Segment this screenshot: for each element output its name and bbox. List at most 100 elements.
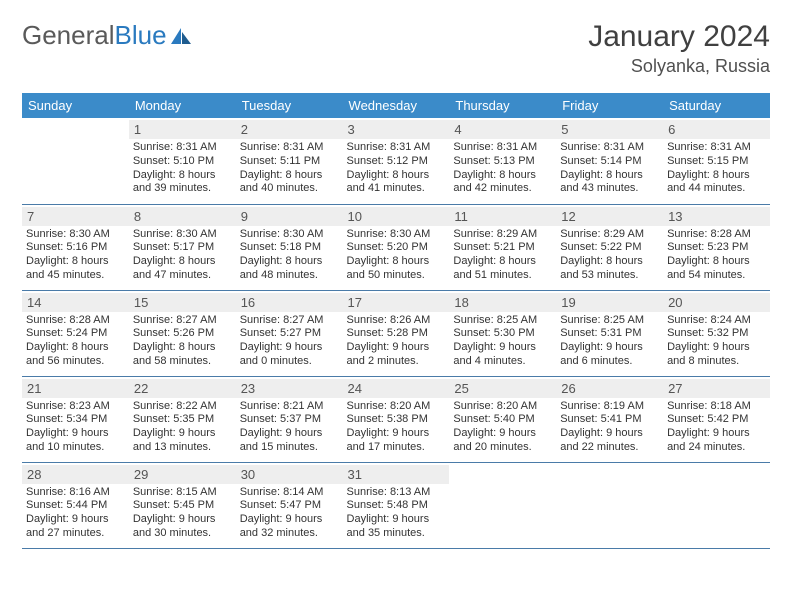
day-number: 17	[343, 293, 450, 312]
day-info: Sunrise: 8:30 AMSunset: 5:17 PMDaylight:…	[133, 228, 232, 283]
daylight-text: Daylight: 8 hours and 41 minutes.	[347, 169, 446, 197]
weekday-header: Sunday	[22, 93, 129, 118]
day-number: 26	[556, 379, 663, 398]
day-info: Sunrise: 8:15 AMSunset: 5:45 PMDaylight:…	[133, 486, 232, 541]
sunset-text: Sunset: 5:18 PM	[240, 241, 339, 255]
calendar-cell: 3Sunrise: 8:31 AMSunset: 5:12 PMDaylight…	[343, 118, 450, 204]
day-info: Sunrise: 8:27 AMSunset: 5:27 PMDaylight:…	[240, 314, 339, 369]
calendar-table: Sunday Monday Tuesday Wednesday Thursday…	[22, 93, 770, 549]
sunrise-text: Sunrise: 8:28 AM	[26, 314, 125, 328]
sunset-text: Sunset: 5:31 PM	[560, 327, 659, 341]
daylight-text: Daylight: 8 hours and 39 minutes.	[133, 169, 232, 197]
daylight-text: Daylight: 9 hours and 0 minutes.	[240, 341, 339, 369]
daylight-text: Daylight: 9 hours and 22 minutes.	[560, 427, 659, 455]
day-number: 24	[343, 379, 450, 398]
sunset-text: Sunset: 5:17 PM	[133, 241, 232, 255]
sunrise-text: Sunrise: 8:13 AM	[347, 486, 446, 500]
calendar-cell	[22, 118, 129, 204]
sunrise-text: Sunrise: 8:20 AM	[347, 400, 446, 414]
daylight-text: Daylight: 9 hours and 10 minutes.	[26, 427, 125, 455]
sunrise-text: Sunrise: 8:31 AM	[453, 141, 552, 155]
sunset-text: Sunset: 5:28 PM	[347, 327, 446, 341]
calendar-cell: 4Sunrise: 8:31 AMSunset: 5:13 PMDaylight…	[449, 118, 556, 204]
day-number: 30	[236, 465, 343, 484]
calendar-cell: 27Sunrise: 8:18 AMSunset: 5:42 PMDayligh…	[663, 376, 770, 462]
weekday-header-row: Sunday Monday Tuesday Wednesday Thursday…	[22, 93, 770, 118]
day-number: 28	[22, 465, 129, 484]
calendar-cell: 29 Sunrise: 8:15 AMSunset: 5:45 PMDayligh…	[129, 462, 236, 548]
day-info: Sunrise: 8:19 AMSunset: 5:41 PMDaylight:…	[560, 400, 659, 455]
day-number: 29	[129, 465, 236, 484]
day-number: 18	[449, 293, 556, 312]
sunset-text: Sunset: 5:30 PM	[453, 327, 552, 341]
sunrise-text: Sunrise: 8:31 AM	[240, 141, 339, 155]
calendar-cell: 14Sunrise: 8:28 AMSunset: 5:24 PMDayligh…	[22, 290, 129, 376]
day-info: Sunrise: 8:14 AMSunset: 5:47 PMDaylight:…	[240, 486, 339, 541]
daylight-text: Daylight: 8 hours and 42 minutes.	[453, 169, 552, 197]
daylight-text: Daylight: 8 hours and 45 minutes.	[26, 255, 125, 283]
day-info: Sunrise: 8:31 AMSunset: 5:15 PMDaylight:…	[667, 141, 766, 196]
sunrise-text: Sunrise: 8:18 AM	[667, 400, 766, 414]
calendar-cell: 25Sunrise: 8:20 AMSunset: 5:40 PMDayligh…	[449, 376, 556, 462]
logo-text-blue: Blue	[115, 20, 167, 51]
day-info: Sunrise: 8:25 AMSunset: 5:31 PMDaylight:…	[560, 314, 659, 369]
daylight-text: Daylight: 9 hours and 27 minutes.	[26, 513, 125, 541]
sunset-text: Sunset: 5:20 PM	[347, 241, 446, 255]
day-info: Sunrise: 8:26 AMSunset: 5:28 PMDaylight:…	[347, 314, 446, 369]
sunset-text: Sunset: 5:14 PM	[560, 155, 659, 169]
weekday-header: Wednesday	[343, 93, 450, 118]
calendar-cell: 30 Sunrise: 8:14 AMSunset: 5:47 PMDayligh…	[236, 462, 343, 548]
sunrise-text: Sunrise: 8:26 AM	[347, 314, 446, 328]
day-number: 4	[449, 120, 556, 139]
sunset-text: Sunset: 5:15 PM	[667, 155, 766, 169]
day-info: Sunrise: 8:13 AMSunset: 5:48 PMDaylight:…	[347, 486, 446, 541]
sunrise-text: Sunrise: 8:30 AM	[347, 228, 446, 242]
daylight-text: Daylight: 8 hours and 40 minutes.	[240, 169, 339, 197]
day-number: 15	[129, 293, 236, 312]
daylight-text: Daylight: 8 hours and 53 minutes.	[560, 255, 659, 283]
calendar-cell: 19Sunrise: 8:25 AMSunset: 5:31 PMDayligh…	[556, 290, 663, 376]
day-number: 23	[236, 379, 343, 398]
calendar-cell: 8 Sunrise: 8:30 AMSunset: 5:17 PMDaylight…	[129, 204, 236, 290]
sunrise-text: Sunrise: 8:29 AM	[453, 228, 552, 242]
calendar-cell: 1Sunrise: 8:31 AMSunset: 5:10 PMDaylight…	[129, 118, 236, 204]
day-number: 12	[556, 207, 663, 226]
day-info: Sunrise: 8:31 AMSunset: 5:14 PMDaylight:…	[560, 141, 659, 196]
sunrise-text: Sunrise: 8:27 AM	[240, 314, 339, 328]
logo-sail-icon	[169, 26, 193, 46]
calendar-row: 28Sunrise: 8:16 AMSunset: 5:44 PMDayligh…	[22, 462, 770, 548]
calendar-cell: 28Sunrise: 8:16 AMSunset: 5:44 PMDayligh…	[22, 462, 129, 548]
day-number: 10	[343, 207, 450, 226]
day-number: 20	[663, 293, 770, 312]
calendar-cell: 16Sunrise: 8:27 AMSunset: 5:27 PMDayligh…	[236, 290, 343, 376]
weekday-header: Thursday	[449, 93, 556, 118]
day-info: Sunrise: 8:28 AMSunset: 5:23 PMDaylight:…	[667, 228, 766, 283]
day-info: Sunrise: 8:23 AMSunset: 5:34 PMDaylight:…	[26, 400, 125, 455]
calendar-cell: 12 Sunrise: 8:29 AMSunset: 5:22 PMDayligh…	[556, 204, 663, 290]
sunrise-text: Sunrise: 8:30 AM	[133, 228, 232, 242]
day-info: Sunrise: 8:24 AMSunset: 5:32 PMDaylight:…	[667, 314, 766, 369]
day-info: Sunrise: 8:30 AMSunset: 5:16 PMDaylight:…	[26, 228, 125, 283]
day-info: Sunrise: 8:29 AMSunset: 5:22 PMDaylight:…	[560, 228, 659, 283]
calendar-row: 14Sunrise: 8:28 AMSunset: 5:24 PMDayligh…	[22, 290, 770, 376]
daylight-text: Daylight: 8 hours and 44 minutes.	[667, 169, 766, 197]
daylight-text: Daylight: 9 hours and 2 minutes.	[347, 341, 446, 369]
daylight-text: Daylight: 8 hours and 56 minutes.	[26, 341, 125, 369]
day-number: 8	[129, 207, 236, 226]
day-number: 9	[236, 207, 343, 226]
daylight-text: Daylight: 9 hours and 20 minutes.	[453, 427, 552, 455]
day-number: 27	[663, 379, 770, 398]
calendar-cell: 7Sunrise: 8:30 AMSunset: 5:16 PMDaylight…	[22, 204, 129, 290]
logo: GeneralBlue	[22, 20, 193, 51]
month-title: January 2024	[588, 20, 770, 54]
calendar-cell: 17 Sunrise: 8:26 AMSunset: 5:28 PMDayligh…	[343, 290, 450, 376]
sunrise-text: Sunrise: 8:22 AM	[133, 400, 232, 414]
sunrise-text: Sunrise: 8:14 AM	[240, 486, 339, 500]
calendar-cell: 31 Sunrise: 8:13 AMSunset: 5:48 PMDayligh…	[343, 462, 450, 548]
day-info: Sunrise: 8:21 AMSunset: 5:37 PMDaylight:…	[240, 400, 339, 455]
sunrise-text: Sunrise: 8:21 AM	[240, 400, 339, 414]
calendar-cell: 23 Sunrise: 8:21 AMSunset: 5:37 PMDayligh…	[236, 376, 343, 462]
day-info: Sunrise: 8:31 AMSunset: 5:10 PMDaylight:…	[133, 141, 232, 196]
day-number: 31	[343, 465, 450, 484]
calendar-cell: 11Sunrise: 8:29 AMSunset: 5:21 PMDayligh…	[449, 204, 556, 290]
